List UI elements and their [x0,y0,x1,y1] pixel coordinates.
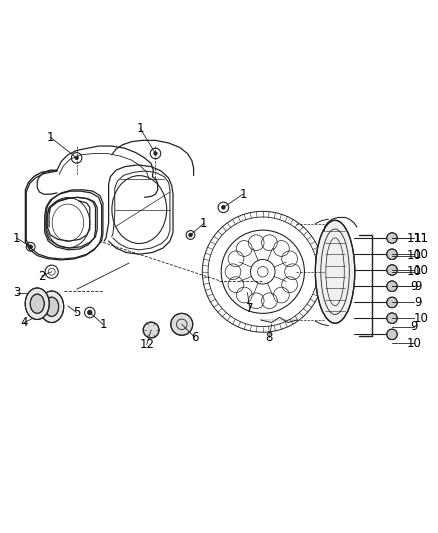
Text: 11: 11 [414,231,429,245]
Text: 10: 10 [414,263,429,277]
Text: 10: 10 [414,248,429,261]
Circle shape [387,281,397,292]
Circle shape [222,206,225,209]
Ellipse shape [39,291,64,322]
Text: 2: 2 [38,270,46,282]
Text: 10: 10 [414,312,429,325]
Circle shape [75,156,78,159]
Text: 1: 1 [13,231,21,245]
Text: 10: 10 [406,249,421,262]
Text: 4: 4 [20,316,28,329]
Text: 7: 7 [246,302,254,314]
Circle shape [88,310,92,314]
Circle shape [387,329,397,340]
Ellipse shape [45,297,59,317]
Circle shape [387,265,397,275]
Text: 1: 1 [136,122,144,135]
Circle shape [154,152,157,155]
Ellipse shape [25,288,49,319]
Text: 1: 1 [239,188,247,201]
Text: 10: 10 [406,265,421,278]
Text: 11: 11 [406,231,421,245]
Ellipse shape [30,294,44,313]
Text: 9: 9 [414,296,421,309]
Text: 1: 1 [99,318,107,331]
Text: 3: 3 [13,286,20,300]
Text: 5: 5 [73,306,80,319]
Ellipse shape [315,220,355,323]
Circle shape [387,233,397,243]
Circle shape [29,245,32,248]
Text: 6: 6 [191,331,199,344]
Text: 10: 10 [406,337,421,350]
Circle shape [387,297,397,308]
Text: 9: 9 [410,320,418,334]
Text: 8: 8 [266,331,273,344]
Text: 1: 1 [46,131,54,144]
Circle shape [387,249,397,260]
Text: 11: 11 [414,231,429,245]
Circle shape [143,322,159,338]
Circle shape [189,233,192,237]
Circle shape [171,313,193,335]
Text: 1: 1 [200,217,208,230]
Text: 9: 9 [410,280,418,293]
Text: 9: 9 [414,280,421,293]
Text: 12: 12 [139,338,154,351]
Circle shape [387,313,397,324]
